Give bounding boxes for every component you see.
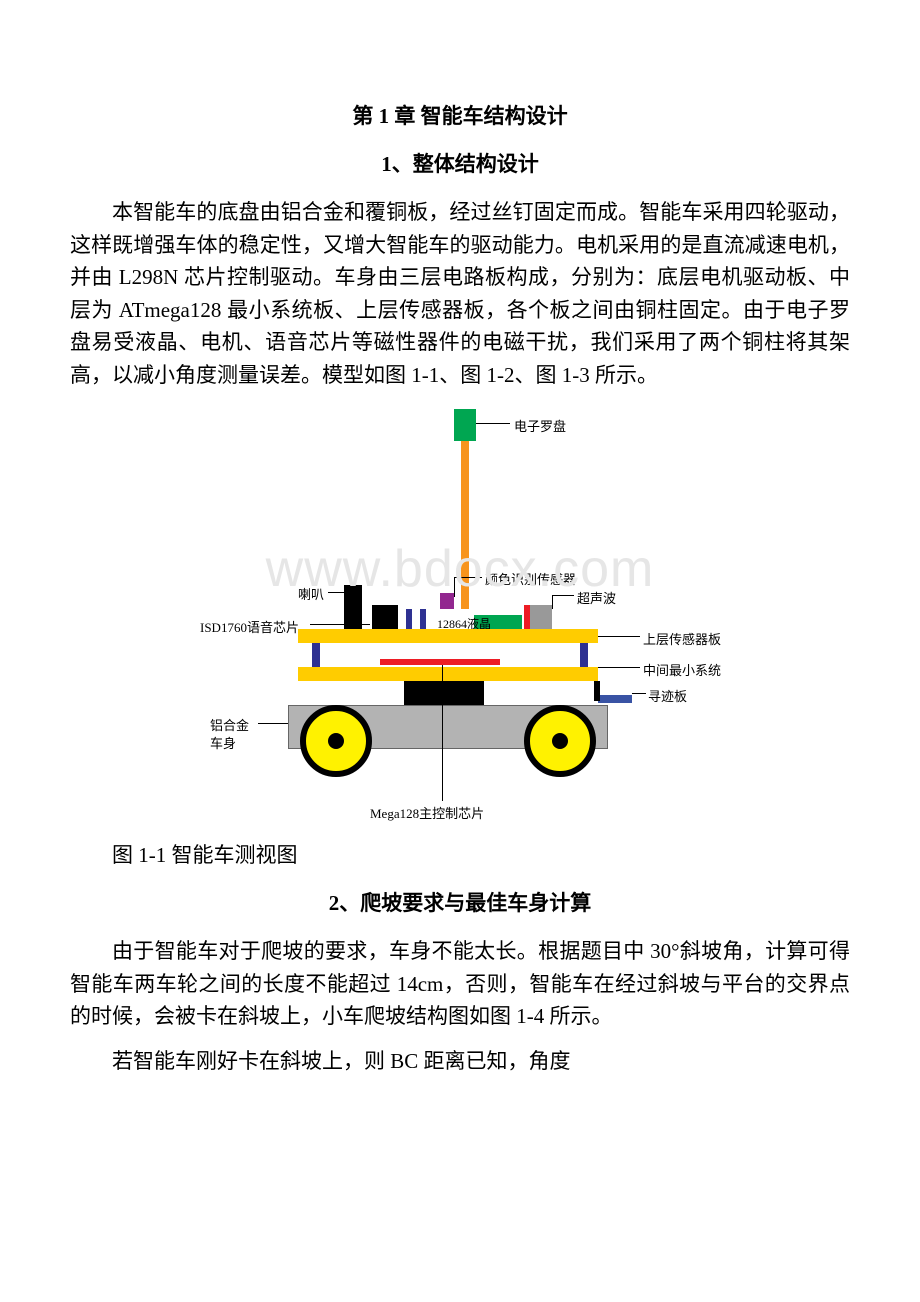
label-chassis-1: 铝合金 — [210, 715, 249, 734]
speaker-block — [344, 585, 362, 629]
motor-block — [404, 681, 484, 705]
ultrasonic-grey — [528, 605, 552, 629]
label-voice-chip: ISD1760语音芯片 — [200, 617, 299, 636]
label-mid-board: 中间最小系统 — [643, 660, 721, 679]
figure-1-1: www.bdocx.com 电子罗盘 喇叭 颜色识别传感器 超声波 12864液… — [180, 409, 740, 829]
voice-chip-block — [372, 605, 398, 629]
paragraph-1: 本智能车的底盘由铝合金和覆铜板，经过丝钉固定而成。智能车采用四轮驱动，这样既增强… — [70, 196, 850, 391]
label-ultrasonic: 超声波 — [577, 588, 616, 607]
pole — [461, 441, 469, 609]
label-mcu: Mega128主控制芯片 — [370, 803, 484, 822]
chapter-title: 第 1 章 智能车结构设计 — [70, 100, 850, 130]
section-2-title: 2、爬坡要求与最佳车身计算 — [70, 887, 850, 917]
top-plate — [298, 629, 598, 643]
paragraph-2: 由于智能车对于爬坡的要求，车身不能太长。根据题目中 30°斜坡角，计算可得智能车… — [70, 935, 850, 1033]
label-chassis-2: 车身 — [210, 733, 236, 752]
color-sensor-block — [440, 593, 454, 609]
section-1-title: 1、整体结构设计 — [70, 148, 850, 178]
paragraph-3: 若智能车刚好卡在斜坡上，则 BC 距离已知，角度 — [70, 1045, 850, 1078]
label-compass: 电子罗盘 — [514, 416, 566, 435]
mid-plate — [298, 667, 598, 681]
label-speaker: 喇叭 — [298, 584, 324, 603]
figure-1-1-caption: 图 1-1 智能车测视图 — [70, 839, 850, 869]
smart-car-diagram: 电子罗盘 喇叭 颜色识别传感器 超声波 12864液晶 ISD1760语音芯片 … — [180, 409, 740, 829]
label-track-board: 寻迹板 — [648, 686, 687, 705]
compass-block — [454, 409, 476, 441]
label-top-board: 上层传感器板 — [643, 629, 721, 648]
label-color-sensor: 颜色识别传感器 — [485, 569, 576, 588]
